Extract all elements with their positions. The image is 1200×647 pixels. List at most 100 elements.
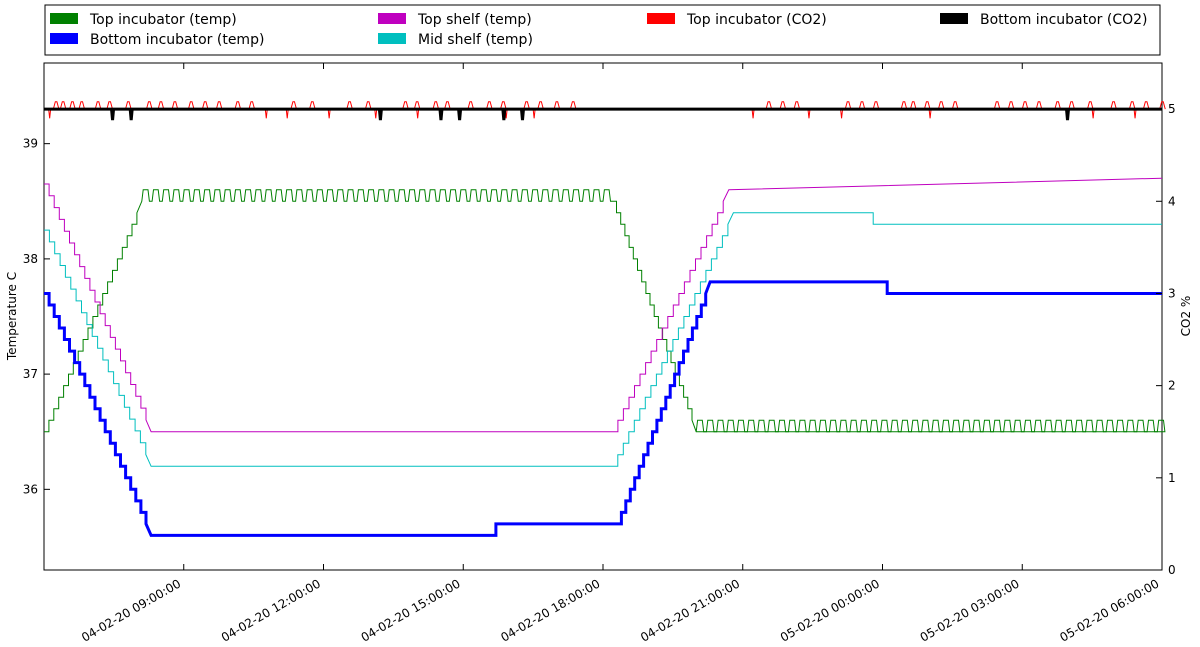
- co2-pulse: [146, 101, 153, 110]
- co2-pulse: [765, 101, 773, 110]
- x-tick-label: 05-02-20 06:00:00: [1057, 576, 1161, 644]
- co2-dip: [928, 109, 932, 119]
- co2-dip: [438, 108, 444, 121]
- series-line-0: [44, 189, 1162, 433]
- co2-dip: [519, 108, 525, 121]
- co2-pulse: [413, 101, 421, 110]
- series-line-3: [44, 177, 1163, 433]
- co2-pulse: [248, 101, 256, 110]
- legend-swatch: [378, 33, 406, 44]
- co2-pulse: [1110, 101, 1117, 110]
- y-tick-label-left: 38: [23, 252, 38, 266]
- legend-box: [44, 4, 1161, 56]
- x-tick-label: 05-02-20 00:00:00: [778, 576, 882, 644]
- x-tick-label: 05-02-20 03:00:00: [918, 576, 1022, 644]
- legend-label: Top incubator (CO2): [686, 12, 827, 28]
- co2-pulse: [1035, 101, 1043, 110]
- plot-frame: [43, 62, 1163, 571]
- co2-pulse: [779, 101, 787, 110]
- co2-pulse: [923, 101, 931, 110]
- legend: Top incubator (temp) Bottom incubator (te…: [44, 4, 1161, 56]
- co2-pulse: [171, 101, 179, 110]
- legend-label: Mid shelf (temp): [418, 32, 533, 48]
- co2-pulse: [94, 101, 102, 110]
- co2-dip: [128, 108, 134, 121]
- legend-label: Top shelf (temp): [417, 12, 532, 28]
- co2-pulse: [1142, 101, 1150, 110]
- y-tick-label-right: 2: [1168, 379, 1176, 393]
- x-tick-label: 04-02-20 12:00:00: [219, 576, 323, 644]
- co2-pulse: [364, 101, 372, 110]
- y-tick-label-left: 36: [23, 482, 38, 496]
- x-tick-label: 04-02-20 18:00:00: [498, 576, 602, 644]
- co2-pulse: [951, 101, 959, 110]
- co2-pulse: [937, 101, 945, 110]
- co2-pulse: [1068, 101, 1075, 110]
- co2-dip: [807, 109, 811, 119]
- series-line-2: [44, 280, 1162, 537]
- co2-dip: [1091, 109, 1095, 119]
- co2-pulse: [201, 101, 209, 110]
- y-axis-label-right: CO2 %: [1179, 296, 1193, 337]
- co2-pulse: [125, 101, 132, 110]
- co2-pulse: [402, 101, 409, 110]
- co2-dip: [110, 108, 116, 121]
- co2-pulse: [793, 101, 801, 110]
- series-layer: [44, 101, 1166, 537]
- co2-pulse: [444, 101, 451, 110]
- co2-pulse: [346, 101, 353, 110]
- co2-pulse: [993, 101, 1001, 110]
- co2-pulse: [290, 101, 297, 110]
- co2-pulse: [537, 101, 544, 110]
- co2-pulse: [1021, 101, 1029, 110]
- co2-dip: [264, 109, 268, 119]
- co2-pulse: [52, 101, 60, 110]
- co2-pulse: [486, 101, 493, 110]
- co2-dip: [1133, 109, 1137, 119]
- y-tick-label-left: 39: [23, 137, 38, 151]
- co2-pulse: [523, 101, 530, 110]
- co2-dip: [285, 109, 289, 119]
- co2-pulse: [1054, 101, 1061, 110]
- y-tick-label-right: 1: [1168, 471, 1176, 485]
- x-tick-label: 04-02-20 09:00:00: [79, 576, 183, 644]
- co2-dip: [374, 109, 378, 119]
- co2-pulse: [106, 101, 113, 110]
- co2-pulse: [215, 101, 223, 110]
- co2-dip: [457, 108, 463, 121]
- x-tick-label: 04-02-20 15:00:00: [359, 576, 463, 644]
- co2-pulse: [1007, 101, 1015, 110]
- legend-swatch: [647, 13, 675, 24]
- co2-pulse: [309, 101, 316, 110]
- legend-swatch: [378, 13, 406, 24]
- co2-pulse: [467, 101, 474, 110]
- legend-label: Bottom incubator (temp): [90, 32, 264, 48]
- co2-pulse: [858, 101, 866, 110]
- co2-dip: [48, 109, 52, 119]
- co2-dip: [327, 109, 331, 119]
- series-line-1: [695, 419, 1166, 433]
- y-axis-label-left: Temperature C: [5, 272, 19, 361]
- y-tick-label-right: 0: [1168, 563, 1176, 577]
- legend-swatch: [940, 13, 968, 24]
- y-tick-label-left: 37: [23, 367, 38, 381]
- co2-pulse: [900, 101, 908, 110]
- co2-pulse: [432, 101, 440, 110]
- co2-pulse: [1128, 101, 1136, 110]
- co2-dip: [751, 109, 755, 119]
- y-tick-label-right: 5: [1168, 102, 1176, 116]
- co2-pulse: [872, 101, 880, 110]
- legend-label: Bottom incubator (CO2): [980, 12, 1148, 28]
- co2-pulse: [569, 101, 577, 110]
- y-tick-label-right: 3: [1168, 286, 1176, 300]
- co2-dip: [501, 108, 507, 121]
- plot-area: 36 37 38 39 0 1 2 3 4 5 04-02-20 09:00:00 04-02-20 …: [23, 62, 1176, 645]
- co2-pulse: [1086, 101, 1094, 110]
- co2-pulse: [157, 101, 165, 110]
- co2-pulse: [234, 101, 242, 110]
- co2-pulse: [844, 101, 852, 110]
- co2-dip: [416, 109, 420, 119]
- co2-pulse: [1159, 101, 1166, 110]
- x-tick-label: 04-02-20 21:00:00: [638, 576, 742, 644]
